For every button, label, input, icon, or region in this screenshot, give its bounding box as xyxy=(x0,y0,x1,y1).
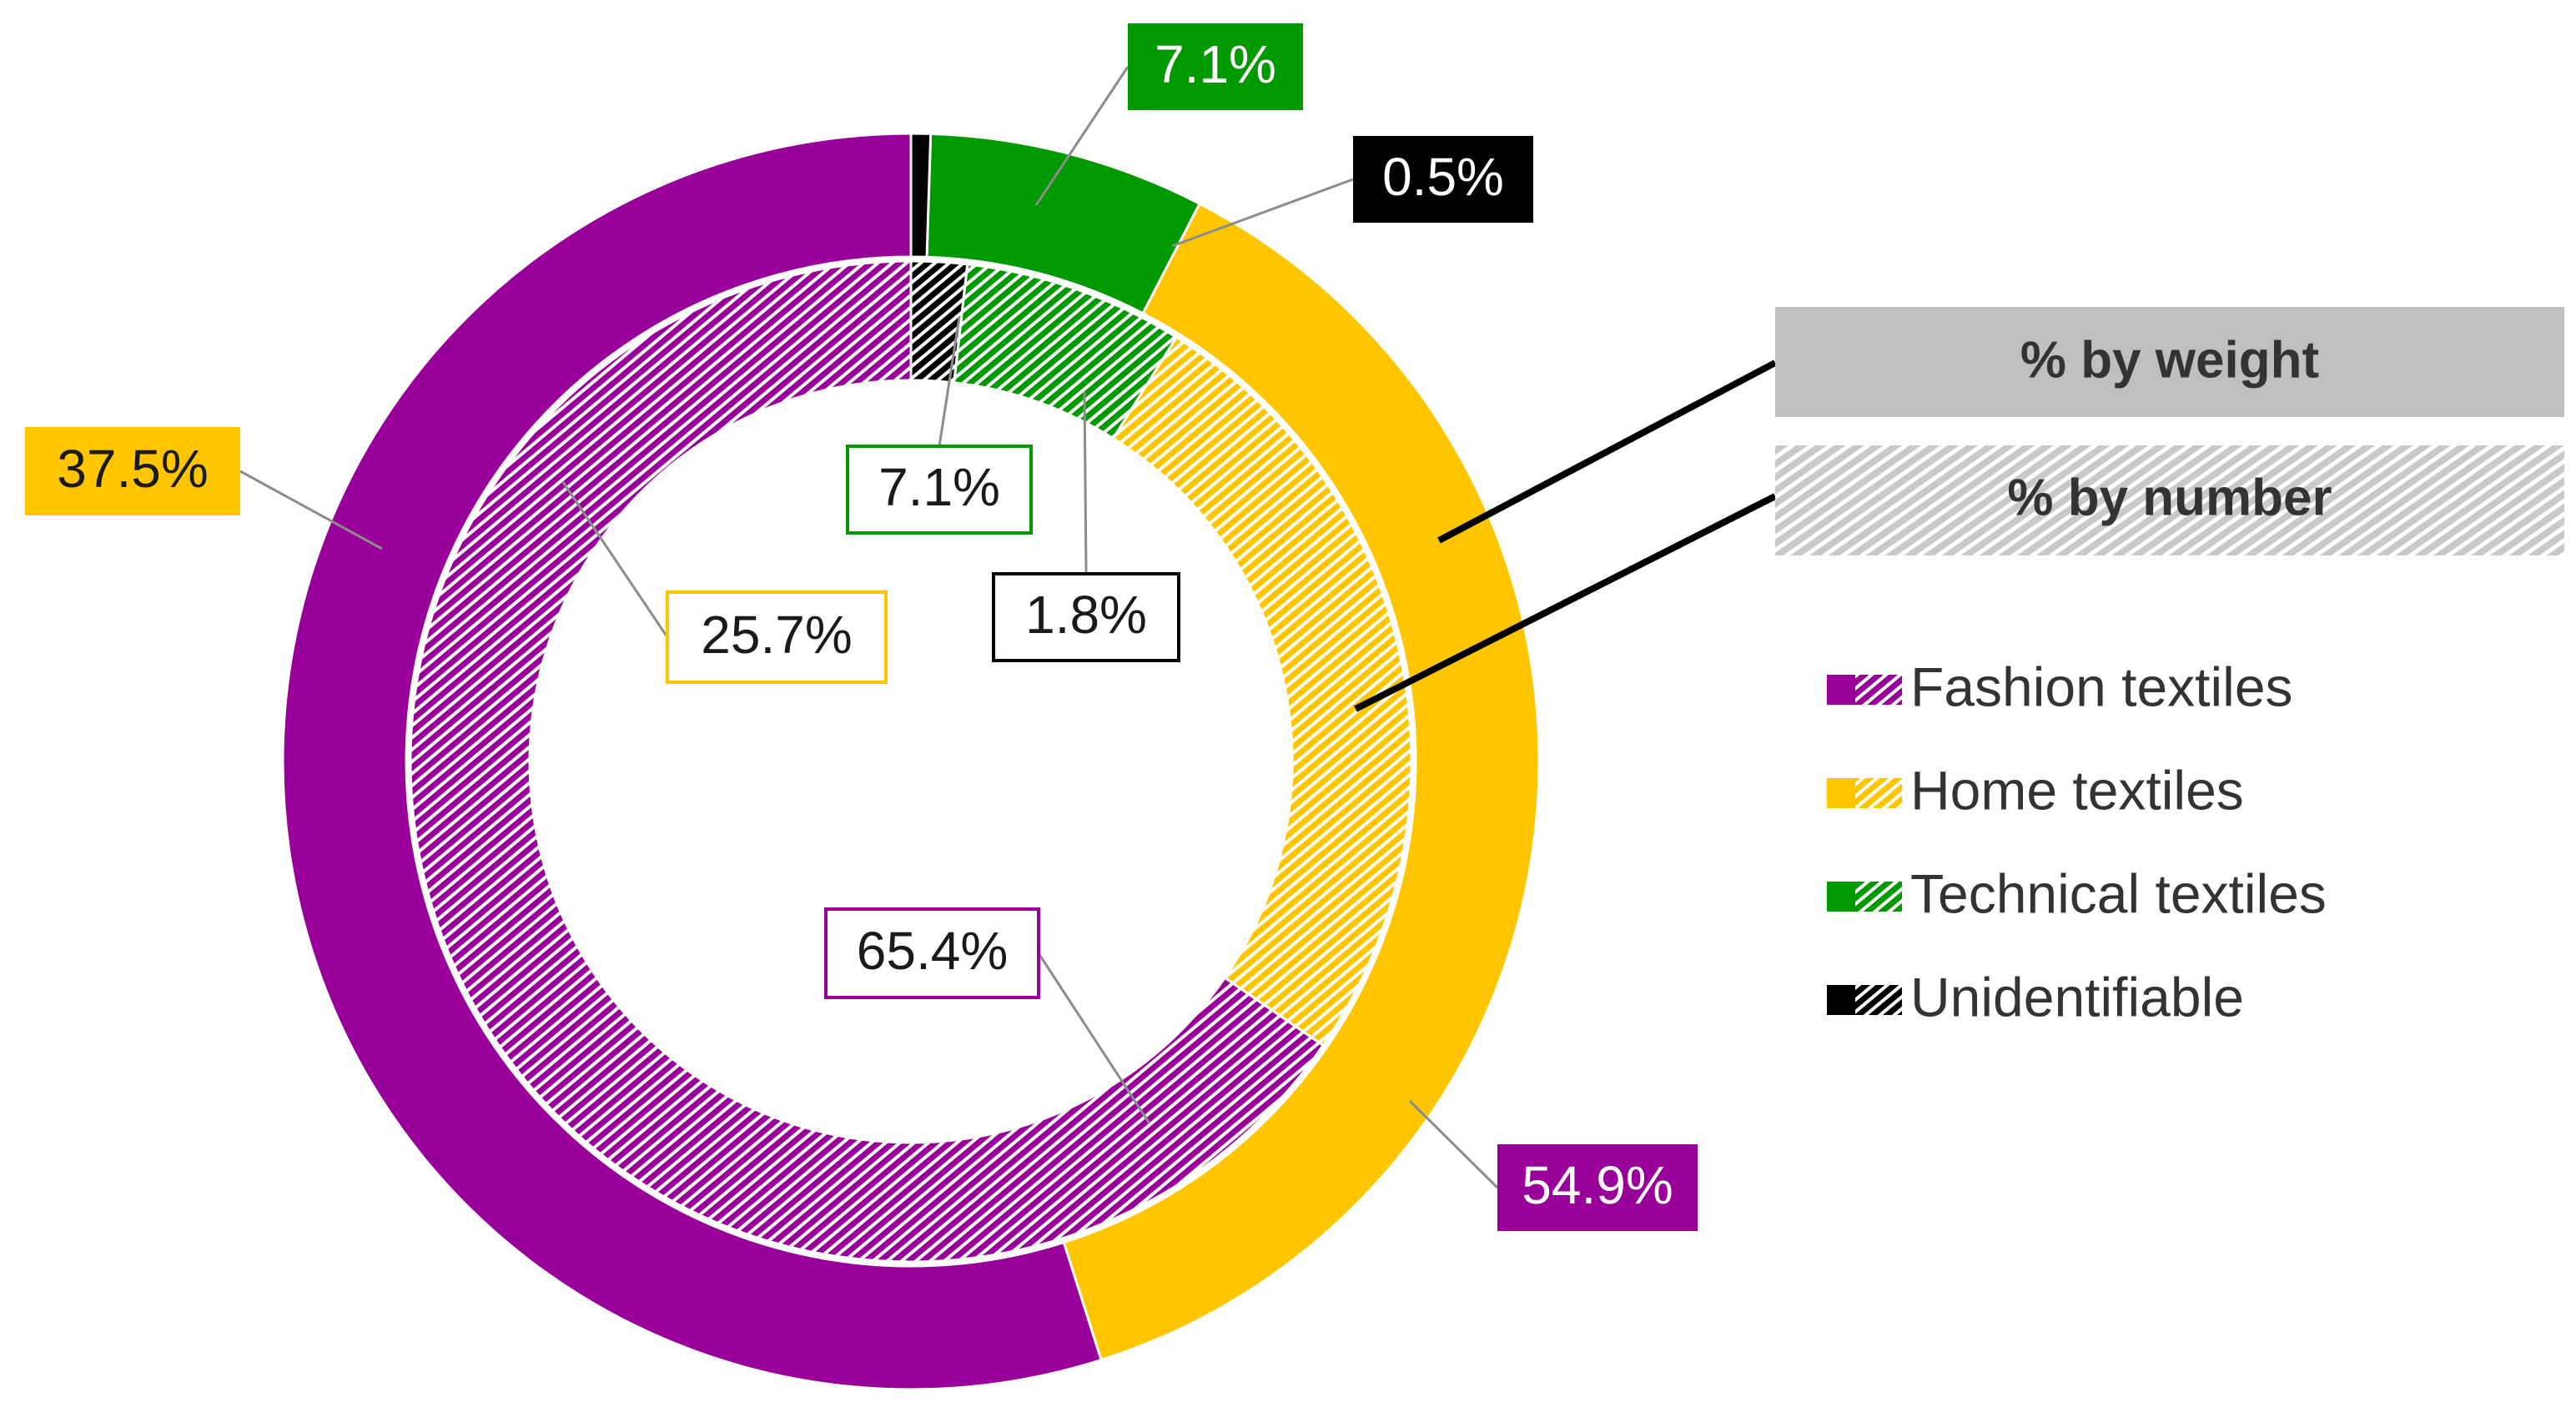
number-series-box xyxy=(1775,445,2564,555)
data-label-box xyxy=(1353,136,1533,223)
data-label-box xyxy=(1497,1144,1698,1231)
legend-swatch-solid xyxy=(1827,675,1855,705)
number-label-home-textiles: 25.7% xyxy=(701,605,852,665)
weight-pointer-line xyxy=(1437,359,1777,544)
legend-label-fashion-textiles: Fashion textiles xyxy=(1910,656,2293,717)
legend-swatch-hatched xyxy=(1855,675,1902,705)
number-slice-fashion-textiles xyxy=(409,259,1326,1264)
legend-label-unidentifiable: Unidentifiable xyxy=(1910,966,2244,1028)
number-pointer-line xyxy=(1354,493,1777,712)
weight-series-box xyxy=(1775,307,2564,417)
weight-label-technical-textiles: 7.1% xyxy=(1155,34,1276,94)
data-label-box xyxy=(824,907,1040,999)
leader-line xyxy=(1083,391,1088,575)
legend-swatch-solid xyxy=(1827,882,1855,912)
weight-series-label: % by weight xyxy=(2020,331,2319,389)
data-label-box xyxy=(25,427,240,515)
legend-swatch-hatched xyxy=(1855,778,1902,808)
weight-label-home-textiles: 37.5% xyxy=(57,439,208,499)
leader-lines xyxy=(239,66,1499,1189)
legend-swatch-solid xyxy=(1827,985,1855,1015)
data-label-box xyxy=(992,572,1180,662)
legend-label-home-textiles: Home textiles xyxy=(1910,759,2244,821)
legend-label-technical-textiles: Technical textiles xyxy=(1910,862,2327,924)
legend-swatch-hatched xyxy=(1855,882,1902,912)
weight-label-fashion-textiles: 54.9% xyxy=(1522,1155,1673,1215)
leader-line xyxy=(239,470,383,550)
legend-swatch-solid xyxy=(1827,778,1855,808)
leader-line xyxy=(1408,1099,1499,1189)
weight-label-unidentifiable: 0.5% xyxy=(1382,147,1504,207)
inner-ring-by-number xyxy=(409,259,1413,1264)
number-slice-home-textiles xyxy=(1111,335,1413,1048)
number-label-unidentifiable: 1.8% xyxy=(1025,585,1147,645)
legend: Fashion textiles Home textiles Technical t… xyxy=(1827,656,2327,1028)
series-key: % by weight % by number xyxy=(1354,307,2564,712)
data-label-box xyxy=(666,590,888,684)
outer-ring-by-weight xyxy=(281,132,1541,1391)
number-series-label: % by number xyxy=(2007,469,2332,526)
data-label-box xyxy=(846,445,1033,535)
weight-slice-fashion-textiles xyxy=(281,132,1104,1391)
leader-line xyxy=(1037,952,1151,1124)
number-label-technical-textiles: 7.1% xyxy=(878,457,1000,517)
data-label-box xyxy=(1128,23,1303,110)
data-labels: 54.9% 37.5% 7.1% 0.5% 65.4% 25.7% 7.1% 1.8% xyxy=(25,23,1698,1231)
weight-slice-home-textiles xyxy=(1062,202,1541,1362)
leader-line xyxy=(1171,178,1354,248)
leader-line xyxy=(561,481,669,638)
weight-slice-technical-textiles xyxy=(925,132,1202,315)
leader-line xyxy=(938,316,961,447)
legend-swatch-hatched xyxy=(1855,985,1902,1015)
weight-slice-unidentifiable xyxy=(909,132,933,259)
number-slice-technical-textiles xyxy=(952,263,1179,440)
leader-line xyxy=(1034,66,1130,206)
number-label-fashion-textiles: 65.4% xyxy=(857,921,1008,981)
